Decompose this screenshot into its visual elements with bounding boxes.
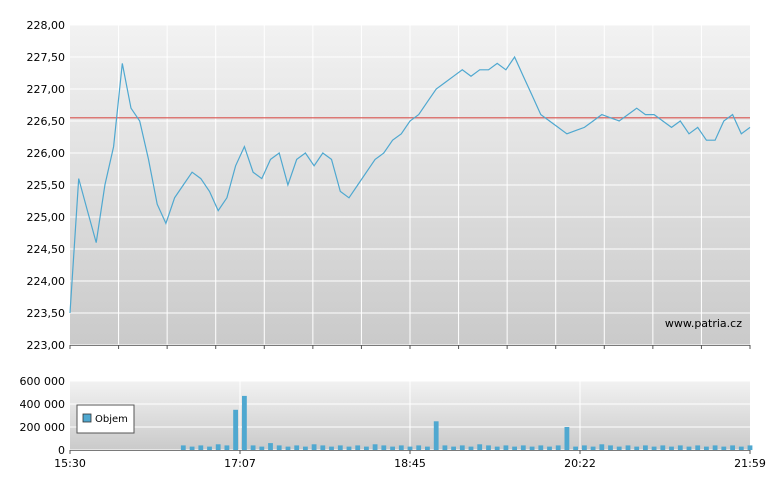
volume-bar bbox=[494, 446, 500, 450]
volume-bar bbox=[677, 445, 683, 450]
volume-bar bbox=[433, 421, 439, 451]
volume-y-tick-label: 400 000 bbox=[20, 398, 66, 411]
volume-bar bbox=[704, 446, 709, 450]
x-tick-label: 21:59 bbox=[734, 457, 766, 470]
volume-bar bbox=[712, 445, 718, 450]
volume-bar bbox=[381, 445, 387, 450]
volume-bar bbox=[616, 446, 622, 450]
volume-y-axis: 600 000 400 000 200 000 0 bbox=[20, 375, 66, 457]
volume-bar bbox=[651, 446, 657, 450]
x-tick-label: 15:30 bbox=[54, 457, 86, 470]
price-y-axis: 228,00 227,50 227,00 226,50 226,00 225,50 225,… bbox=[27, 19, 66, 352]
volume-bar bbox=[364, 446, 369, 450]
price-y-tick-label: 224,50 bbox=[27, 243, 66, 256]
volume-bar bbox=[721, 446, 727, 450]
volume-bar bbox=[268, 443, 273, 450]
price-y-tick-label: 226,50 bbox=[27, 115, 66, 128]
volume-bar bbox=[242, 395, 247, 450]
volume-bar bbox=[329, 446, 334, 450]
volume-bar bbox=[303, 446, 308, 450]
volume-bar bbox=[643, 445, 648, 450]
volume-bar bbox=[337, 445, 343, 450]
price-series-line bbox=[69, 55, 751, 314]
volume-bar bbox=[442, 445, 448, 450]
x-tick-label: 17:07 bbox=[224, 457, 256, 470]
volume-bar bbox=[625, 445, 631, 450]
volume-bar bbox=[390, 446, 395, 450]
volume-bar bbox=[486, 445, 491, 450]
x-tick-label: 18:45 bbox=[394, 457, 426, 470]
volume-bar bbox=[660, 445, 666, 450]
volume-bar bbox=[346, 446, 352, 450]
volume-bar bbox=[468, 446, 474, 450]
volume-y-tick-label: 0 bbox=[58, 444, 65, 457]
x-tick-label: 20:22 bbox=[564, 457, 596, 470]
volume-bars bbox=[180, 395, 753, 451]
volume-bar bbox=[207, 446, 212, 450]
volume-bar bbox=[730, 445, 735, 450]
volume-bar bbox=[180, 445, 186, 450]
price-y-tick-label: 225,50 bbox=[27, 179, 66, 192]
volume-y-tick-label: 200 000 bbox=[20, 421, 66, 434]
price-y-tick-label: 224,00 bbox=[27, 275, 66, 288]
volume-bar bbox=[276, 445, 282, 450]
volume-bar bbox=[372, 444, 378, 451]
price-y-tick-label: 226,00 bbox=[27, 147, 66, 160]
volume-bar bbox=[198, 445, 204, 450]
volume-bar bbox=[529, 446, 535, 450]
price-x-tick-marks bbox=[69, 345, 751, 349]
volume-legend: Objem bbox=[76, 404, 135, 434]
volume-bar bbox=[215, 444, 221, 451]
volume-bar bbox=[259, 446, 265, 450]
volume-bar bbox=[686, 446, 692, 450]
price-y-tick-label: 228,00 bbox=[27, 19, 66, 32]
volume-bar bbox=[285, 446, 291, 450]
volume-bar bbox=[503, 445, 509, 450]
volume-x-axis: 15:30 17:07 18:45 20:22 21:59 bbox=[54, 450, 766, 470]
volume-bar bbox=[747, 445, 753, 450]
volume-bar bbox=[608, 445, 613, 450]
volume-bar bbox=[634, 446, 640, 450]
volume-bar bbox=[416, 445, 422, 450]
price-y-tick-label: 227,50 bbox=[27, 51, 66, 64]
volume-bar bbox=[355, 445, 361, 450]
volume-bar bbox=[451, 446, 456, 450]
volume-bar bbox=[294, 445, 300, 450]
price-y-tick-label: 223,50 bbox=[27, 307, 66, 320]
volume-bar bbox=[590, 446, 596, 450]
volume-bar bbox=[512, 446, 517, 450]
watermark-text: www.patria.cz bbox=[665, 317, 742, 330]
price-y-tick-label: 227,00 bbox=[27, 83, 66, 96]
volume-bar bbox=[695, 445, 701, 450]
price-y-tick-label: 223,00 bbox=[27, 339, 66, 352]
volume-bar bbox=[425, 446, 430, 450]
price-y-tick-label: 225,00 bbox=[27, 211, 66, 224]
volume-bar bbox=[547, 446, 552, 450]
volume-bar bbox=[738, 446, 744, 450]
volume-bar bbox=[398, 445, 404, 450]
volume-bar bbox=[538, 445, 544, 450]
legend-label: Objem bbox=[95, 414, 128, 425]
volume-bar bbox=[224, 445, 230, 450]
volume-bar bbox=[189, 446, 195, 450]
volume-bar bbox=[320, 445, 326, 450]
volume-bar bbox=[520, 445, 526, 450]
volume-bar bbox=[233, 409, 238, 451]
volume-bar bbox=[477, 444, 483, 451]
volume-bar bbox=[555, 445, 561, 450]
volume-bar bbox=[573, 446, 578, 450]
volume-bar bbox=[669, 446, 674, 450]
volume-bar bbox=[407, 446, 413, 450]
volume-bar bbox=[311, 444, 317, 451]
volume-bar bbox=[564, 427, 570, 450]
volume-bar bbox=[582, 445, 587, 450]
legend-swatch bbox=[82, 413, 92, 423]
volume-y-tick-label: 600 000 bbox=[20, 375, 66, 388]
volume-bar bbox=[459, 445, 465, 450]
volume-bar bbox=[250, 445, 256, 450]
volume-bar bbox=[599, 444, 605, 451]
